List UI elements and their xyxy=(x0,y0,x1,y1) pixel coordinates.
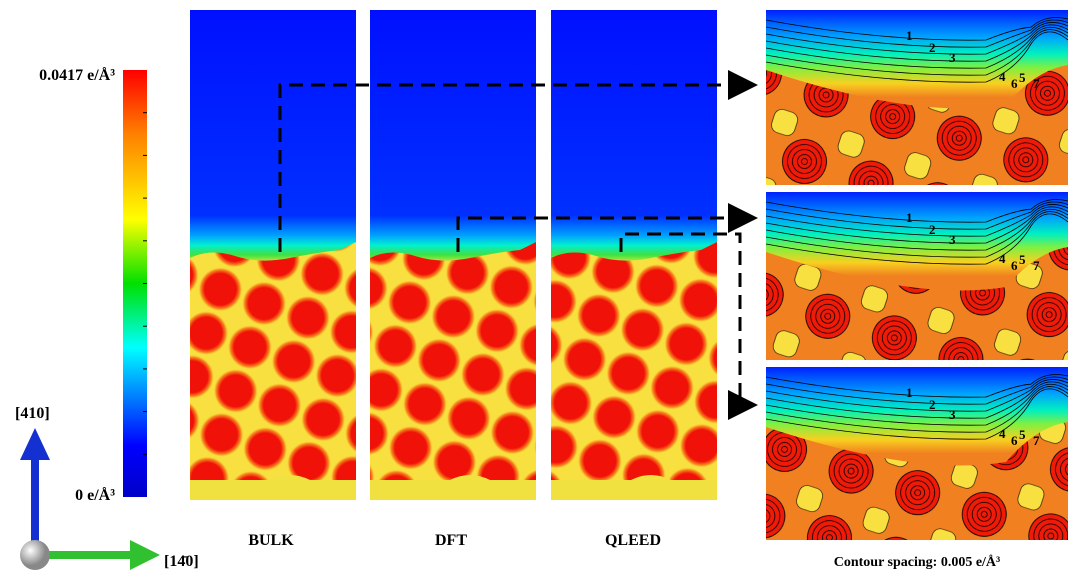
contour-label: 7 xyxy=(1033,76,1040,91)
contour-label: 4 xyxy=(999,426,1006,441)
atoms xyxy=(190,242,356,480)
figure: 0.0417 e/Å³ 0 e/Å³ 123456712345671234567… xyxy=(0,0,1072,575)
contour-label: 5 xyxy=(1019,252,1026,267)
contour-label: 3 xyxy=(949,407,956,422)
axis-vertical: [410] xyxy=(15,405,50,422)
contour-label: 6 xyxy=(1011,258,1018,273)
colorbar-max: 0.0417 e/Å³ xyxy=(39,66,115,84)
contour-label: 2 xyxy=(929,222,936,237)
contour-label: 6 xyxy=(1011,76,1018,91)
contour-label: 1 xyxy=(906,210,913,225)
contour-label: 6 xyxy=(1011,433,1018,448)
contour-label: 3 xyxy=(949,50,956,65)
contour-label: 1 xyxy=(906,28,913,43)
contour-label: 2 xyxy=(929,397,936,412)
colorbar: 0.0417 e/Å³ 0 e/Å³ xyxy=(39,66,147,504)
contour-label: 5 xyxy=(1019,70,1026,85)
contour-label: 7 xyxy=(1033,258,1040,273)
contour-label: 4 xyxy=(999,251,1006,266)
panel-label: DFT xyxy=(435,532,467,549)
panel-label: BULK xyxy=(248,532,294,549)
density-panel xyxy=(190,10,356,500)
contour-label: 5 xyxy=(1019,427,1026,442)
panel-label: QLEED xyxy=(605,532,661,549)
atoms xyxy=(370,242,536,480)
contour-label: 4 xyxy=(999,69,1006,84)
contour-label: 3 xyxy=(949,232,956,247)
contour-note: Contour spacing: 0.005 e/Å³ xyxy=(834,554,1001,570)
axis-horizontal: [14̄0] xyxy=(164,553,199,570)
contour-label: 1 xyxy=(906,385,913,400)
contour-label: 2 xyxy=(929,40,936,55)
contour-label: 7 xyxy=(1033,433,1040,448)
atoms xyxy=(551,242,717,480)
colorbar-min: 0 e/Å³ xyxy=(75,486,115,504)
